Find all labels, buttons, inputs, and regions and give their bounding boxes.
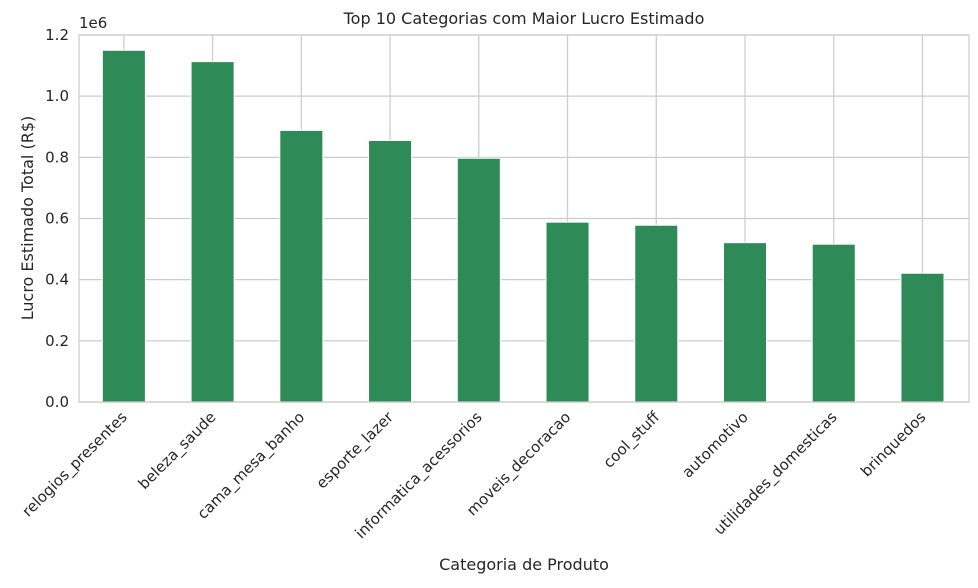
y-tick-label: 1.2 [45,26,69,44]
bar-beleza-saude [190,61,235,403]
chart-title: Top 10 Categorias com Maior Lucro Estima… [343,9,705,28]
y-tick-label: 0.4 [45,271,69,289]
y-offset-label: 1e6 [79,14,107,32]
y-tick-label: 0.0 [45,393,69,411]
x-tick-labels: relogios_presentes beleza_saudecama_mesa_… [19,408,930,543]
plot-frame [78,34,970,403]
x-tick-label: relogios_presentes [19,408,132,521]
y-axis-label: Lucro Estimado Total (R$) [18,116,37,321]
bar-automotivo [722,242,768,403]
x-tick-label: cool_stuff [600,408,665,473]
y-tick-label: 0.6 [45,210,69,228]
x-tick-label: beleza_saude [135,408,221,494]
bar-esporte-lazer [368,140,413,403]
bar-informatica-acessorios [456,157,501,403]
bar-cool-stuff [634,224,679,403]
x-tick-label: brinquedos [857,408,929,480]
bar-moveis-decoracao [545,221,590,403]
y-tick-label: 0.2 [45,332,69,350]
y-tick-label: 0.8 [45,148,69,166]
bar-relogios-presentes [101,49,146,403]
bar-cama-mesa-banho [279,129,324,403]
bar-utilidades-domesticas [811,243,856,403]
y-tick-label: 1.0 [45,87,69,105]
bar-brinquedos [900,272,945,403]
x-tick-label: automotivo [679,408,752,481]
x-tick-label: esporte_lazer [313,408,399,494]
x-axis-label: Categoria de Produto [439,555,609,574]
y-tick-labels: 0.0 0.2 0.4 0.6 0.8 1.0 1.2 [45,26,69,411]
bars [101,49,945,403]
